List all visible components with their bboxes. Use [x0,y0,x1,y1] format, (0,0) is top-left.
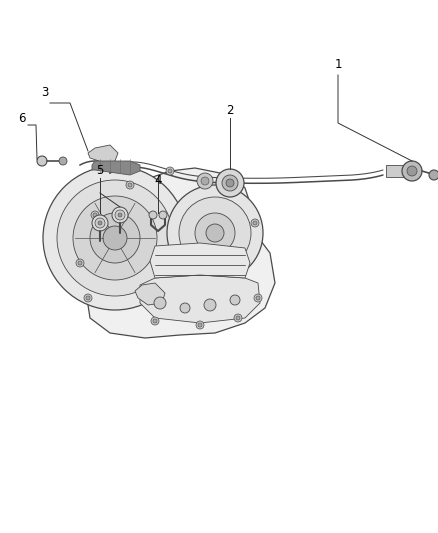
Circle shape [429,170,438,180]
Polygon shape [135,283,165,305]
Circle shape [236,316,240,320]
Circle shape [103,226,127,250]
Circle shape [86,296,90,300]
Circle shape [254,294,262,302]
Circle shape [151,317,159,325]
Circle shape [57,180,173,296]
Circle shape [226,179,234,187]
Circle shape [59,157,67,165]
Circle shape [197,173,213,189]
Circle shape [179,197,251,269]
Circle shape [84,294,92,302]
Circle shape [159,211,167,219]
Circle shape [98,221,102,225]
Circle shape [92,215,108,231]
Text: 6: 6 [18,111,26,125]
Text: 5: 5 [96,165,104,177]
Circle shape [37,156,47,166]
Circle shape [201,177,209,185]
Circle shape [256,296,260,300]
Circle shape [222,175,238,191]
Circle shape [128,183,132,187]
Circle shape [206,224,224,242]
Circle shape [126,181,134,189]
Circle shape [78,261,82,265]
Circle shape [196,321,204,329]
Circle shape [230,295,240,305]
Circle shape [234,314,242,322]
Circle shape [73,196,157,280]
Circle shape [154,297,166,309]
Circle shape [204,299,216,311]
Circle shape [118,213,122,217]
Circle shape [93,213,97,217]
Circle shape [251,219,259,227]
Circle shape [153,319,157,323]
Circle shape [216,169,244,197]
Circle shape [228,176,232,180]
Text: 1: 1 [334,59,342,71]
Circle shape [91,211,99,219]
Text: 2: 2 [226,104,234,117]
Circle shape [43,166,187,310]
Circle shape [112,207,128,223]
Polygon shape [88,145,118,163]
Circle shape [226,174,234,182]
Circle shape [198,323,202,327]
Polygon shape [386,165,403,177]
Polygon shape [78,168,275,338]
Circle shape [407,166,417,176]
Circle shape [253,221,257,225]
Polygon shape [140,275,260,323]
Circle shape [195,213,235,253]
Circle shape [95,218,105,228]
Polygon shape [150,243,250,278]
Circle shape [90,213,140,263]
Circle shape [166,167,174,175]
Circle shape [149,211,157,219]
Circle shape [115,210,125,220]
Text: 4: 4 [154,174,162,188]
Polygon shape [92,161,140,175]
Circle shape [167,185,263,281]
Text: 3: 3 [41,86,49,100]
Circle shape [76,259,84,267]
Circle shape [168,169,172,173]
Circle shape [402,161,422,181]
Circle shape [180,303,190,313]
